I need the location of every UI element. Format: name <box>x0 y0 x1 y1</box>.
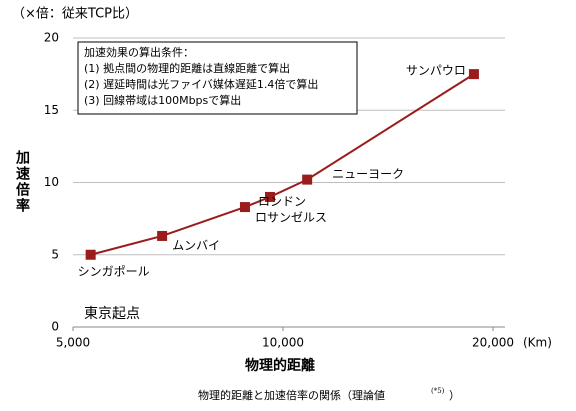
point <box>302 174 313 185</box>
caption-note: (*5) <box>431 387 445 395</box>
point-label: ロサンゼルス <box>255 211 327 225</box>
x-unit: (Km) <box>523 336 552 350</box>
condition-text: (1) 拠点間の物理的距離は直線距離で算出 <box>84 61 290 75</box>
point <box>239 202 250 213</box>
origin-note: 東京起点 <box>84 306 140 322</box>
y-tick-label: 15 <box>44 103 59 117</box>
point-label: シンガポール <box>78 264 150 278</box>
y-tick-label: 0 <box>51 320 59 334</box>
condition-text: (2) 遅延時間は光ファイバ媒体遅延1.4倍で算出 <box>84 77 318 91</box>
point <box>265 191 276 202</box>
x-tick-label: 10,000 <box>262 336 304 350</box>
y-tick-label: 10 <box>44 175 59 189</box>
caption: 物理的距離と加速倍率の関係（理論値 <box>198 388 385 402</box>
x-axis-title: 物理的距離 <box>245 357 315 374</box>
condition-text: 加速効果の算出条件： <box>84 45 194 59</box>
y-tick-label: 5 <box>51 247 59 261</box>
x-tick-label: 20,000 <box>472 336 514 350</box>
y-axis-title: 加速倍率 <box>14 150 31 214</box>
point <box>468 69 479 80</box>
point-label: ムンバイ <box>172 238 220 252</box>
conditions-box <box>77 41 358 115</box>
unit-label: （×倍：従来TCP比） <box>12 7 138 22</box>
condition-text: (3) 回線帯域は100Mbpsで算出 <box>84 93 241 107</box>
line <box>90 73 475 256</box>
caption-end: ） <box>449 389 460 402</box>
y-tick-label: 20 <box>44 31 59 45</box>
point <box>85 249 96 260</box>
point-label: ニューヨーク <box>332 167 404 181</box>
point-label: サンパウロ <box>406 64 466 78</box>
point-label: ロンドン <box>258 194 306 208</box>
x-tick-label: 5,000 <box>56 336 90 350</box>
point <box>157 230 168 241</box>
